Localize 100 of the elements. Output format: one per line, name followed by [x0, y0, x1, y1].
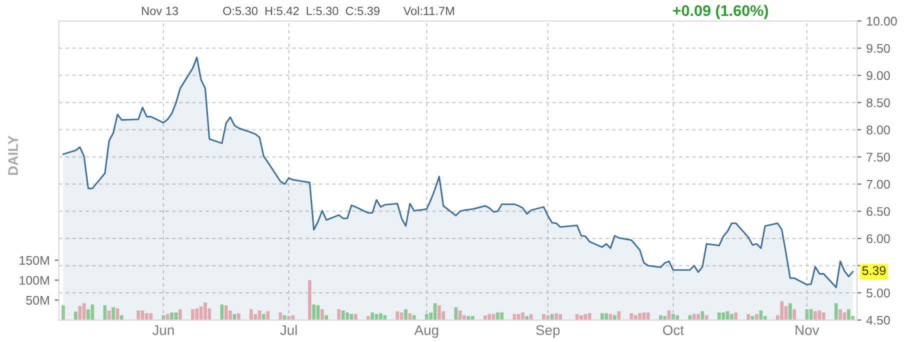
bar [558, 314, 562, 320]
bar [692, 314, 696, 320]
bar [266, 311, 270, 320]
bar [696, 314, 700, 320]
bar [404, 309, 408, 320]
y2-axis-title: DAILY [8, 136, 18, 175]
bar [822, 312, 826, 320]
bar [224, 305, 228, 320]
bar [396, 311, 400, 320]
bar [658, 315, 662, 320]
bar [638, 313, 642, 320]
bar [704, 315, 708, 320]
bar [74, 312, 78, 320]
y-tick-label: 6.00 [866, 234, 890, 244]
bar [529, 314, 533, 320]
bar [663, 316, 667, 320]
x-tick-label: Nov [796, 325, 820, 336]
text: +0.09 (1.60%) [672, 4, 768, 20]
bar [717, 312, 721, 320]
bar [458, 310, 462, 320]
bar [580, 315, 583, 320]
bar [516, 314, 520, 320]
bar [236, 313, 240, 320]
bar [454, 307, 458, 320]
bar [262, 314, 266, 320]
bar [354, 314, 358, 320]
bar [512, 314, 516, 320]
y2-tick-label: 150M [20, 256, 49, 265]
x-tick-label: Aug [414, 325, 438, 338]
bar [630, 313, 634, 320]
y-tick-label: 7.00 [866, 180, 890, 189]
bar [788, 303, 792, 320]
bar [646, 312, 650, 320]
bar [341, 310, 345, 320]
y-tick-label: 8.00 [866, 126, 890, 134]
y-tick-label: 4.50 [866, 316, 890, 325]
bar [324, 315, 328, 320]
bar [107, 310, 111, 320]
y-tick-label: 7.50 [866, 152, 890, 162]
bar [195, 308, 199, 320]
bar [483, 315, 487, 320]
bar [730, 314, 734, 320]
bar [780, 301, 784, 320]
bar [61, 305, 65, 320]
y2-tick-label: 50M [26, 296, 49, 305]
y2-tick-label: 100M [20, 276, 49, 285]
bar [575, 314, 579, 320]
bar [178, 309, 182, 320]
bar [204, 302, 207, 320]
text: Nov 13 [142, 6, 178, 16]
y-tick-label: 5.00 [866, 288, 890, 298]
bar [613, 315, 616, 320]
bar [600, 313, 604, 320]
bar [834, 303, 838, 320]
bar [542, 314, 546, 320]
bar [383, 315, 387, 320]
bar [308, 280, 312, 320]
annotation: 5.39 [862, 266, 886, 275]
bar [191, 309, 194, 320]
y-tick-label: 10.00 [867, 16, 897, 26]
y-tick-label: 6.50 [866, 207, 890, 216]
bar [588, 313, 592, 320]
text: O:5.30 H:5.42 L:5.30 C:5.39 [223, 6, 380, 16]
bar [470, 316, 474, 320]
bar [400, 312, 404, 320]
bar [496, 312, 500, 320]
bar [488, 314, 492, 320]
bar [438, 305, 441, 320]
bar [676, 315, 680, 320]
bar [412, 315, 416, 320]
x-tick-label: Sep [536, 325, 560, 338]
bar [112, 307, 115, 320]
bar [370, 312, 374, 320]
bar [282, 315, 286, 320]
bar [170, 312, 174, 320]
bar [366, 316, 370, 320]
bar [320, 309, 324, 320]
bar [746, 314, 750, 320]
text: Vol:11.7M [403, 6, 454, 16]
bar [617, 311, 621, 320]
bar [250, 309, 253, 320]
x-tick-label: Jul [280, 324, 297, 336]
bar [136, 310, 140, 320]
bar [838, 309, 842, 320]
bar [346, 312, 349, 320]
bar [755, 314, 758, 320]
bar [604, 313, 608, 320]
bar [90, 304, 94, 320]
bar [634, 315, 638, 320]
x-tick-label: Oct [663, 325, 684, 336]
bar [814, 311, 817, 320]
bar [847, 309, 850, 320]
y-tick-label: 8.50 [866, 98, 890, 108]
bar [379, 313, 382, 320]
bar [500, 312, 504, 320]
x-tick-label: Jun [152, 325, 174, 336]
bar [120, 315, 124, 320]
bar [734, 312, 738, 320]
bar [149, 313, 153, 320]
bar [312, 304, 316, 320]
